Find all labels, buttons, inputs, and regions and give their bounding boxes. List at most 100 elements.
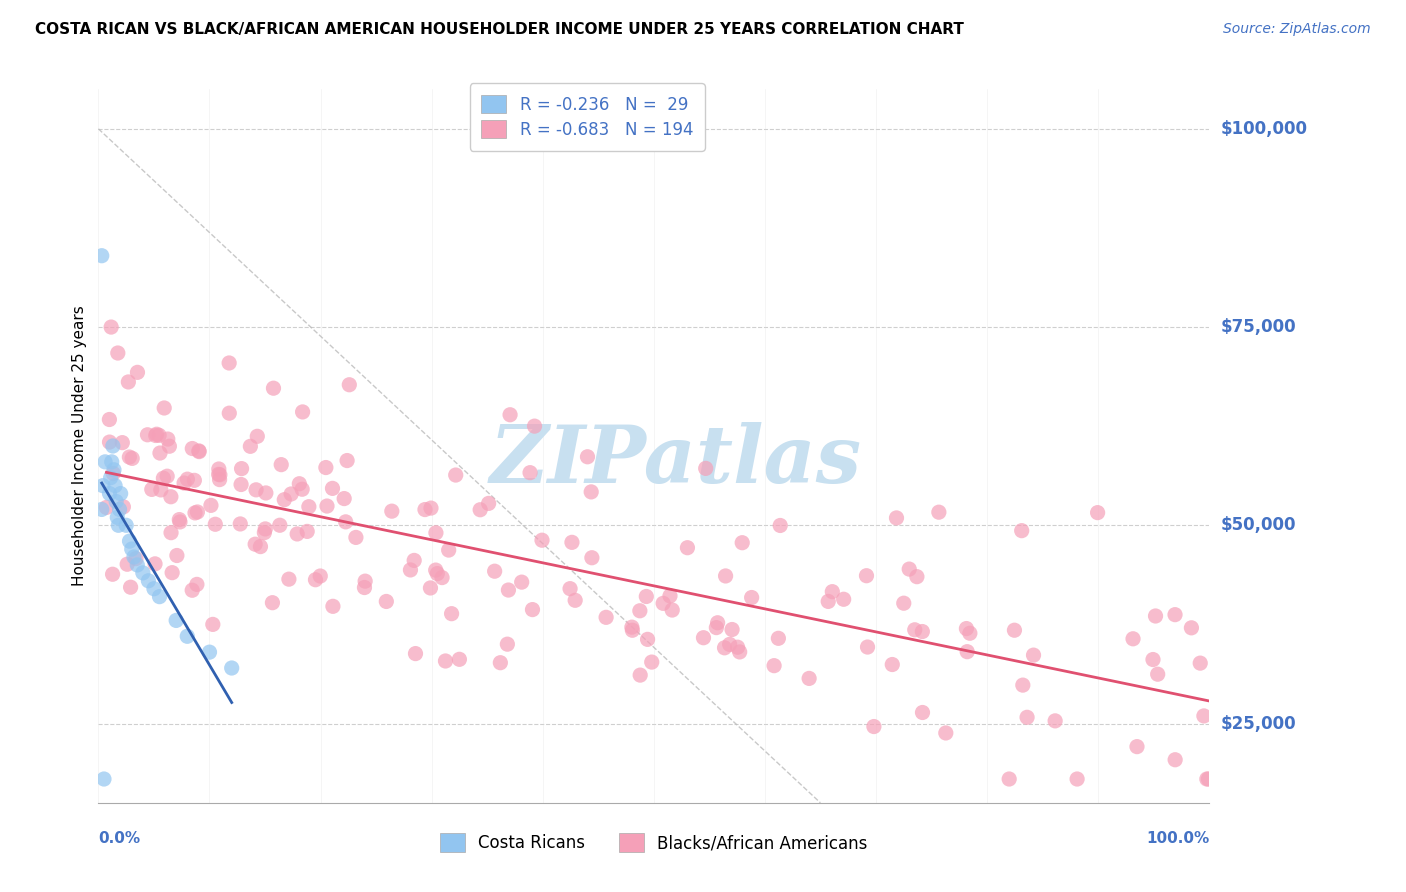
Point xyxy=(641,655,664,669)
Point xyxy=(200,499,222,513)
Point xyxy=(239,439,262,453)
Point xyxy=(169,512,191,526)
Point xyxy=(127,365,149,379)
Point xyxy=(105,510,128,524)
Point xyxy=(449,652,471,666)
Point xyxy=(98,486,121,500)
Point xyxy=(832,592,855,607)
Point xyxy=(1015,710,1038,724)
Point xyxy=(425,525,447,540)
Point xyxy=(1122,632,1144,646)
Point xyxy=(336,453,359,467)
Point xyxy=(661,603,683,617)
Point xyxy=(564,593,586,607)
Point xyxy=(530,533,553,548)
Point xyxy=(315,460,337,475)
Point xyxy=(98,435,121,450)
Point xyxy=(1146,667,1168,681)
Point xyxy=(246,429,269,443)
Point xyxy=(280,487,302,501)
Point xyxy=(208,462,231,476)
Point xyxy=(955,622,977,636)
Point xyxy=(107,518,129,533)
Point xyxy=(821,584,844,599)
Point xyxy=(576,450,599,464)
Point xyxy=(935,726,957,740)
Point xyxy=(621,624,644,638)
Point xyxy=(169,515,191,529)
Point xyxy=(911,706,934,720)
Point xyxy=(221,661,243,675)
Point xyxy=(285,527,308,541)
Point xyxy=(145,428,167,442)
Point xyxy=(204,517,226,532)
Text: $100,000: $100,000 xyxy=(1220,120,1308,138)
Point xyxy=(499,408,522,422)
Point xyxy=(101,567,124,582)
Point xyxy=(1004,624,1026,638)
Point xyxy=(254,522,277,536)
Point xyxy=(333,491,356,506)
Point xyxy=(797,672,820,686)
Point xyxy=(425,563,447,577)
Point xyxy=(856,640,879,654)
Point xyxy=(121,451,143,466)
Point xyxy=(277,572,299,586)
Point xyxy=(249,540,271,554)
Text: ZIPatlas: ZIPatlas xyxy=(489,422,862,499)
Point xyxy=(344,530,367,544)
Point xyxy=(156,469,179,483)
Point xyxy=(676,541,699,555)
Point xyxy=(321,482,343,496)
Point xyxy=(127,558,149,572)
Point xyxy=(93,772,115,786)
Point xyxy=(434,654,457,668)
Point xyxy=(108,502,131,516)
Point xyxy=(444,468,467,483)
Point xyxy=(184,506,207,520)
Point xyxy=(121,542,143,557)
Point xyxy=(149,483,172,497)
Point xyxy=(104,478,127,492)
Point xyxy=(769,518,792,533)
Point xyxy=(440,607,463,621)
Point xyxy=(298,500,321,514)
Point xyxy=(706,615,728,630)
Point xyxy=(337,377,360,392)
Point xyxy=(637,632,659,647)
Point xyxy=(181,583,204,598)
Point xyxy=(1126,739,1149,754)
Point xyxy=(263,381,285,395)
Point xyxy=(122,549,145,564)
Point xyxy=(253,525,276,540)
Point xyxy=(107,346,129,360)
Point xyxy=(125,551,148,566)
Point xyxy=(706,621,728,635)
Point xyxy=(117,375,139,389)
Text: $50,000: $50,000 xyxy=(1220,516,1296,534)
Point xyxy=(1164,753,1187,767)
Text: 100.0%: 100.0% xyxy=(1146,831,1209,847)
Point xyxy=(183,474,205,488)
Point xyxy=(353,581,375,595)
Point xyxy=(1189,656,1212,670)
Point xyxy=(419,581,441,595)
Point xyxy=(105,494,128,508)
Point xyxy=(243,537,266,551)
Point xyxy=(100,471,122,485)
Point xyxy=(1144,609,1167,624)
Point xyxy=(273,492,295,507)
Point xyxy=(496,637,519,651)
Point xyxy=(595,610,617,624)
Point xyxy=(208,473,231,487)
Point xyxy=(176,629,198,643)
Point xyxy=(269,518,291,533)
Point xyxy=(430,571,453,585)
Point xyxy=(399,563,422,577)
Point xyxy=(426,566,449,581)
Point xyxy=(157,439,180,453)
Point xyxy=(218,406,240,420)
Point xyxy=(519,466,541,480)
Legend: Costa Ricans, Blacks/African Americans: Costa Ricans, Blacks/African Americans xyxy=(433,827,875,859)
Point xyxy=(115,558,138,572)
